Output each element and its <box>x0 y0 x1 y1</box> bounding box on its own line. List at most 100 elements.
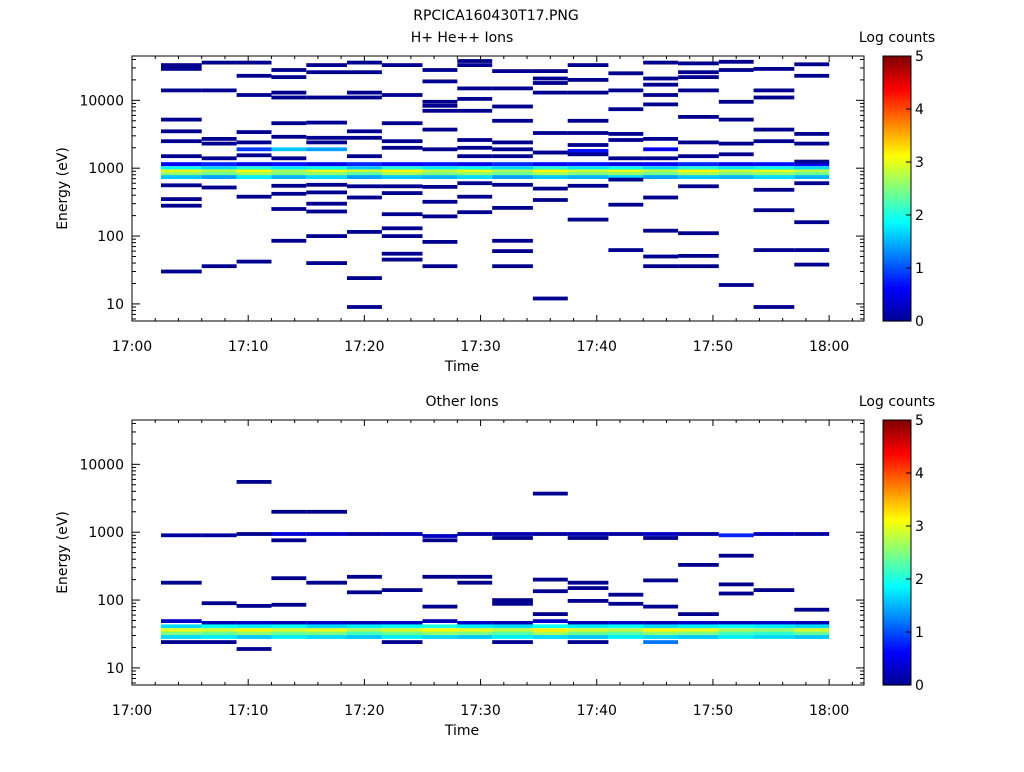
heatmap-cell-180 <box>381 184 423 189</box>
colorbar-swatch <box>883 499 911 503</box>
heatmap-cell-33 <box>718 624 754 629</box>
heatmap-cell-19 <box>201 624 237 629</box>
colorbar-swatch <box>883 179 911 183</box>
heatmap-cell-24 <box>381 624 423 629</box>
heatmap-cell-188 <box>422 79 458 84</box>
colorbar-swatch <box>883 97 911 101</box>
heatmap-cell-141 <box>567 580 609 585</box>
colorbar-swatch <box>883 155 911 159</box>
heatmap-cell-118 <box>161 129 202 134</box>
heatmap-cell-142 <box>271 90 307 95</box>
colorbar-swatch <box>883 175 911 179</box>
heatmap-cell-192 <box>422 127 458 132</box>
heatmap-cell-48 <box>608 166 644 171</box>
heatmap-cell-19 <box>201 162 237 166</box>
heatmap-cell-134 <box>457 580 493 585</box>
heatmap-cell-24 <box>381 162 423 166</box>
colorbar-swatch <box>883 587 911 591</box>
colorbar-swatch <box>883 534 911 538</box>
heatmap-cell-254 <box>643 137 679 141</box>
panel-title: H+ He++ Ions <box>411 30 514 46</box>
heatmap-cell-196 <box>422 214 458 219</box>
heatmap-cell-69 <box>718 631 754 636</box>
heatmap-cell-31 <box>643 162 679 166</box>
heatmap-cell-166 <box>347 95 382 100</box>
colorbar-tick-label: 3 <box>915 155 924 171</box>
heatmap-cell-252 <box>643 93 679 97</box>
x-tick-label: 17:20 <box>344 703 384 719</box>
colorbar-swatch <box>883 486 911 490</box>
colorbar-swatch <box>883 122 911 126</box>
colorbar-swatch <box>883 106 911 110</box>
heatmap-cell-261 <box>678 70 719 75</box>
heatmap-cell-284 <box>753 208 795 213</box>
heatmap-cell-116 <box>161 88 202 93</box>
heatmap-cell-36 <box>161 628 202 633</box>
colorbar-swatch <box>883 523 911 527</box>
heatmap-cell-264 <box>678 115 719 119</box>
y-tick-label: 10000 <box>79 457 124 473</box>
colorbar-swatch <box>883 307 911 311</box>
colorbar-swatch <box>883 464 911 467</box>
colorbar-tick-label: 1 <box>915 261 924 277</box>
heatmap-cell-75 <box>271 635 307 639</box>
colorbar-swatch <box>883 545 911 549</box>
heatmap-cell-259 <box>643 264 679 269</box>
heatmap-cell-234 <box>567 118 609 123</box>
heatmap-cell-1 <box>201 621 237 625</box>
heatmap-cell-293 <box>794 220 830 225</box>
heatmap-cell-59 <box>347 169 382 174</box>
heatmap-cell-251 <box>643 82 679 87</box>
colorbar-swatch <box>883 590 911 593</box>
heatmap-cell-139 <box>236 259 272 264</box>
x-tick-label: 17:00 <box>112 703 152 719</box>
heatmap-cell-225 <box>532 90 568 95</box>
heatmap-cell-189 <box>422 99 458 104</box>
heatmap-cell-278 <box>753 67 795 71</box>
heatmap-cell-46 <box>532 628 568 633</box>
heatmap-cell-51 <box>718 628 754 633</box>
heatmap-cell-86 <box>678 172 719 176</box>
heatmap-cell-221 <box>492 264 533 269</box>
heatmap-cell-2 <box>236 621 272 625</box>
colorbar-swatch <box>883 67 911 70</box>
heatmap-cell-50 <box>678 628 719 633</box>
heatmap-cell-241 <box>608 88 644 93</box>
colorbar-swatch <box>883 104 911 108</box>
colorbar-swatch <box>883 287 911 291</box>
colorbar-swatch <box>883 426 911 430</box>
heatmap-cell-88 <box>753 635 795 639</box>
heatmap-cell-14 <box>678 621 719 625</box>
colorbar-swatch <box>883 210 911 214</box>
heatmap-cell-127 <box>306 580 347 585</box>
heatmap-cell-266 <box>678 154 719 159</box>
heatmap-cell-155 <box>306 135 347 140</box>
heatmap-cell-127 <box>201 137 237 141</box>
heatmap-cell-42 <box>381 166 423 171</box>
colorbar-swatch <box>883 671 911 675</box>
heatmap-cell-148 <box>271 191 307 196</box>
heatmap-cell-8 <box>457 621 493 625</box>
colorbar-swatch <box>883 470 911 474</box>
colorbar-swatch <box>883 638 911 642</box>
heatmap-cell-203 <box>457 108 493 113</box>
colorbar-tick-label: 4 <box>915 102 924 118</box>
colorbar-swatch <box>883 680 911 684</box>
heatmap-cell-262 <box>678 75 719 79</box>
colorbar-swatch <box>883 126 911 130</box>
heatmap-cell-211 <box>492 86 533 91</box>
colorbar-swatch <box>883 86 911 90</box>
colorbar-swatch <box>883 492 911 496</box>
colorbar-swatch <box>883 84 911 88</box>
heatmap-cell-30 <box>608 162 644 166</box>
colorbar-swatch <box>883 221 911 225</box>
heatmap-cell-129 <box>347 590 382 595</box>
colorbar-frame <box>882 419 912 686</box>
heatmap-cell-92 <box>236 175 272 179</box>
colorbar-swatch <box>883 56 911 59</box>
x-tick-label: 17:30 <box>460 703 500 719</box>
colorbar-swatch <box>883 579 911 582</box>
colorbar-swatch <box>883 550 911 554</box>
colorbar-swatch <box>883 69 911 73</box>
heatmap-cell-158 <box>306 190 347 195</box>
